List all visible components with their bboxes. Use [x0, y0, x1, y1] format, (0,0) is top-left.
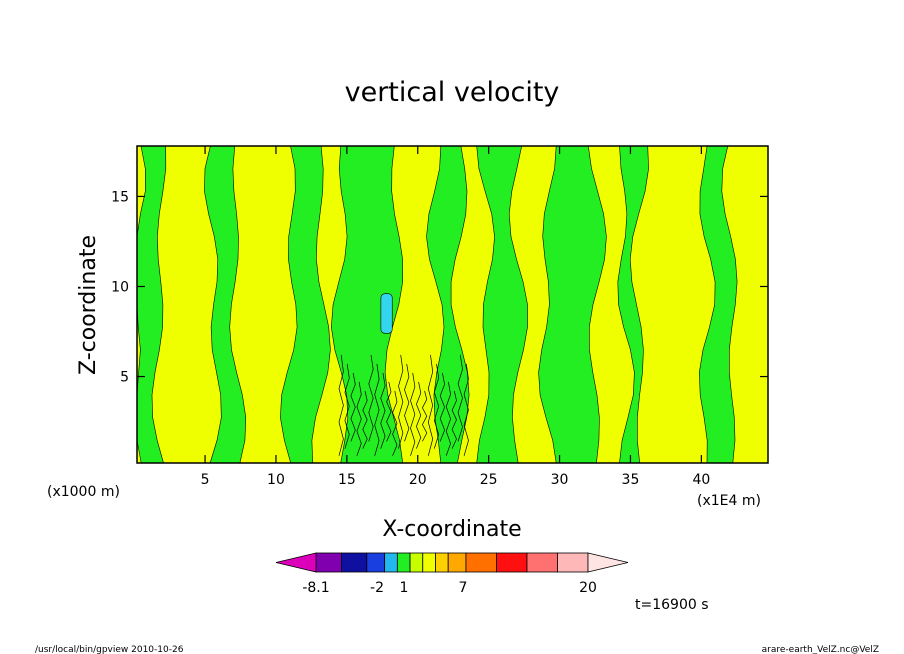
contour-wiggle	[338, 354, 344, 456]
contour-wiggle	[457, 354, 463, 442]
colorbar-swatch	[422, 552, 436, 573]
contour-wiggle	[451, 390, 457, 449]
contour-wiggle	[350, 372, 356, 442]
colorbar-swatch	[384, 552, 398, 573]
contour-wiggle	[463, 363, 469, 456]
colorbar-swatch	[315, 552, 342, 573]
x-unit-right-label: (x1E4 m)	[697, 493, 761, 509]
colorbar-swatch	[557, 552, 589, 573]
x-axis-ticks: 5 10 15 20 25 30 35 40	[201, 146, 710, 488]
x-tick-label: 35	[622, 472, 640, 488]
x-tick-label: 30	[551, 472, 569, 488]
x-tick-label: 15	[338, 472, 356, 488]
plot-frame	[136, 145, 769, 464]
y-tick-label: 10	[111, 279, 129, 295]
colorbar-low-arrow	[275, 552, 317, 573]
contour-wiggle	[416, 381, 422, 449]
x-unit-left-label: (x1000 m)	[47, 484, 120, 500]
contour-wiggle	[368, 354, 374, 442]
colorbar-swatch	[465, 552, 497, 573]
contour-wiggle	[374, 363, 380, 456]
colorbar-swatch	[341, 552, 368, 573]
time-label: t=16900 s	[635, 597, 709, 613]
chart-title: vertical velocity	[345, 77, 560, 108]
colorbar-label: 7	[459, 580, 468, 596]
contour-wiggle	[362, 390, 368, 449]
colorbar-label: -8.1	[302, 580, 329, 596]
colorbar: -8.1 -2 1 7 20	[275, 552, 629, 596]
y-axis-ticks: 5 10 15	[111, 189, 768, 386]
colorbar-label: 20	[579, 580, 597, 596]
contour-wiggle	[380, 372, 386, 449]
x-tick-label: 5	[201, 472, 210, 488]
contour-wiggle	[386, 381, 392, 442]
colorbar-swatch	[435, 552, 449, 573]
colorbar-swatch	[447, 552, 467, 573]
contour-wiggle	[427, 354, 434, 456]
contour-wiggle	[439, 372, 445, 442]
x-tick-label: 40	[692, 472, 710, 488]
colorbar-swatch	[526, 552, 558, 573]
colorbar-label: -2	[370, 580, 384, 596]
x-tick-label: 10	[267, 472, 285, 488]
plot-area	[136, 145, 769, 464]
contour-wiggle	[422, 390, 428, 442]
colorbar-swatch	[409, 552, 424, 573]
footer-left: /usr/local/bin/gpview 2010-10-26	[35, 645, 184, 654]
y-tick-label: 5	[120, 370, 129, 386]
x-tick-label: 25	[480, 472, 498, 488]
contour-wiggle	[433, 363, 440, 449]
colorbar-swatch	[396, 552, 411, 573]
contour-wiggle	[344, 363, 350, 449]
y-tick-label: 15	[111, 189, 129, 205]
colorbar-swatch	[496, 552, 528, 573]
y-axis-label: Z-coordinate	[76, 235, 101, 375]
contour-detail-lines	[338, 354, 469, 456]
x-tick-label: 20	[409, 472, 427, 488]
colorbar-swatch	[366, 552, 386, 573]
contour-wiggle	[398, 354, 404, 449]
contour-wiggle	[392, 390, 398, 456]
colorbar-high-arrow	[587, 552, 629, 573]
contour-wiggle	[445, 381, 451, 456]
footer-right: arare-earth_VelZ.nc@VelZ	[762, 645, 879, 654]
x-axis-label: X-coordinate	[382, 517, 521, 542]
contour-wiggle	[410, 372, 416, 456]
contour-wiggle	[404, 363, 410, 442]
negative-velocity-patch	[380, 293, 393, 334]
contour-wiggle	[356, 381, 362, 456]
colorbar-label: 1	[400, 580, 409, 596]
